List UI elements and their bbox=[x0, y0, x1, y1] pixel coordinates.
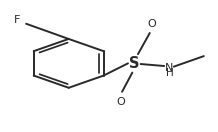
Text: N: N bbox=[165, 63, 173, 73]
Text: O: O bbox=[117, 97, 125, 107]
Text: F: F bbox=[14, 15, 21, 25]
Text: O: O bbox=[147, 19, 156, 29]
Text: H: H bbox=[166, 68, 174, 78]
Text: S: S bbox=[129, 56, 139, 71]
